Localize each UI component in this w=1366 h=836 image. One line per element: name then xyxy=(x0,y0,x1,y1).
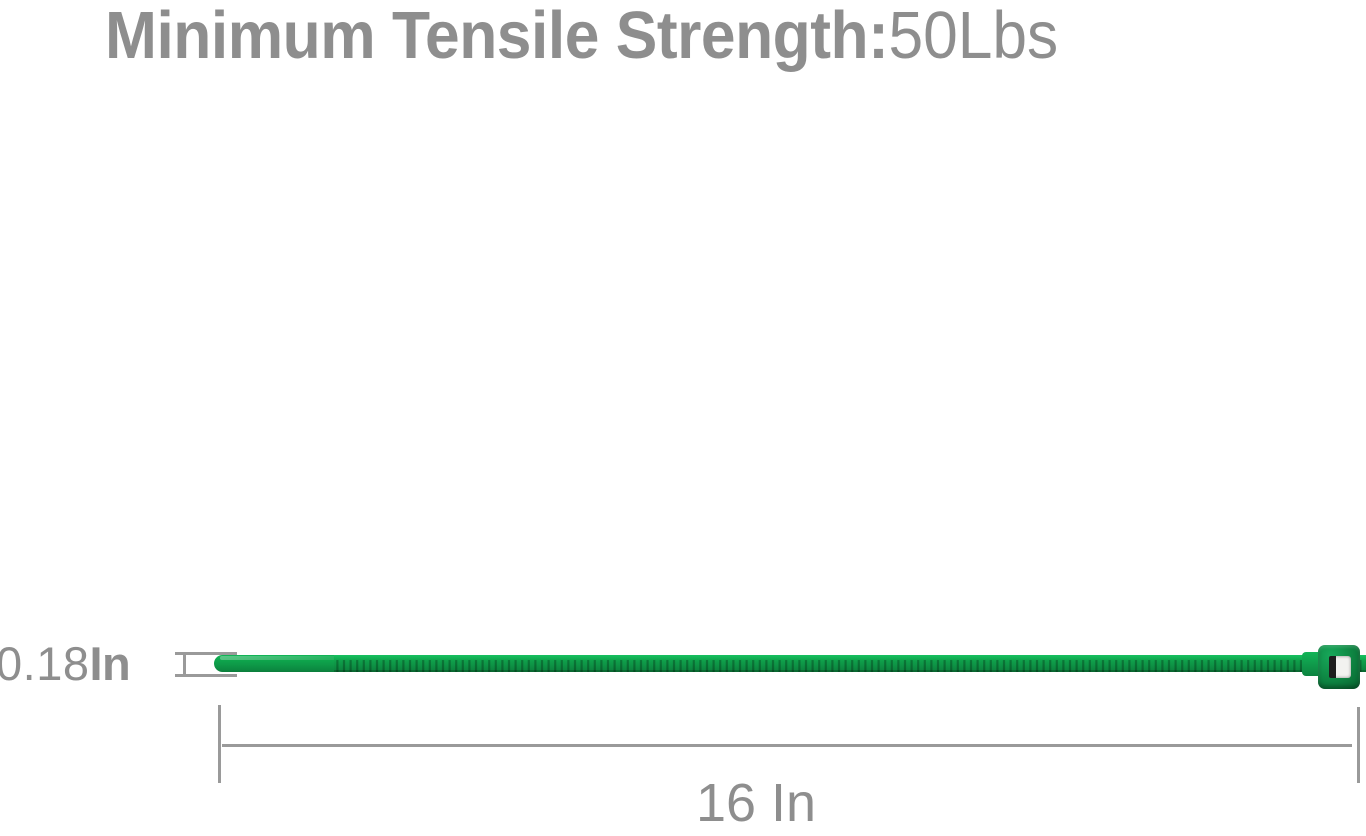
cable-tie-head-slot xyxy=(1329,656,1351,678)
cable-tie-ribbed-strap xyxy=(334,655,1366,672)
length-dimension-line xyxy=(222,744,1352,747)
cable-tie-image xyxy=(214,640,1366,690)
width-bracket-bottom-line xyxy=(175,674,237,677)
length-dimension-right-cap xyxy=(1357,707,1360,783)
cable-tie-head xyxy=(1318,645,1360,689)
length-dimension-left-cap xyxy=(218,705,221,783)
cable-tie-head-pawl xyxy=(1329,656,1336,678)
strap-length-value: 16 In xyxy=(695,773,817,833)
tensile-strength-label: Minimum Tensile Strength: xyxy=(105,0,889,73)
strap-width-label: 0.18In xyxy=(0,634,131,694)
strap-width-value: 0.18 xyxy=(0,637,90,690)
width-bracket-tick xyxy=(183,653,186,675)
strap-width-unit: In xyxy=(89,637,131,690)
strap-length-label: 16 In xyxy=(0,770,1366,836)
cable-tie-tip xyxy=(214,655,354,672)
tensile-strength-value: 50Lbs xyxy=(888,0,1059,73)
width-bracket-top-line xyxy=(175,652,237,655)
page-title: Minimum Tensile Strength:50Lbs xyxy=(105,0,1258,78)
